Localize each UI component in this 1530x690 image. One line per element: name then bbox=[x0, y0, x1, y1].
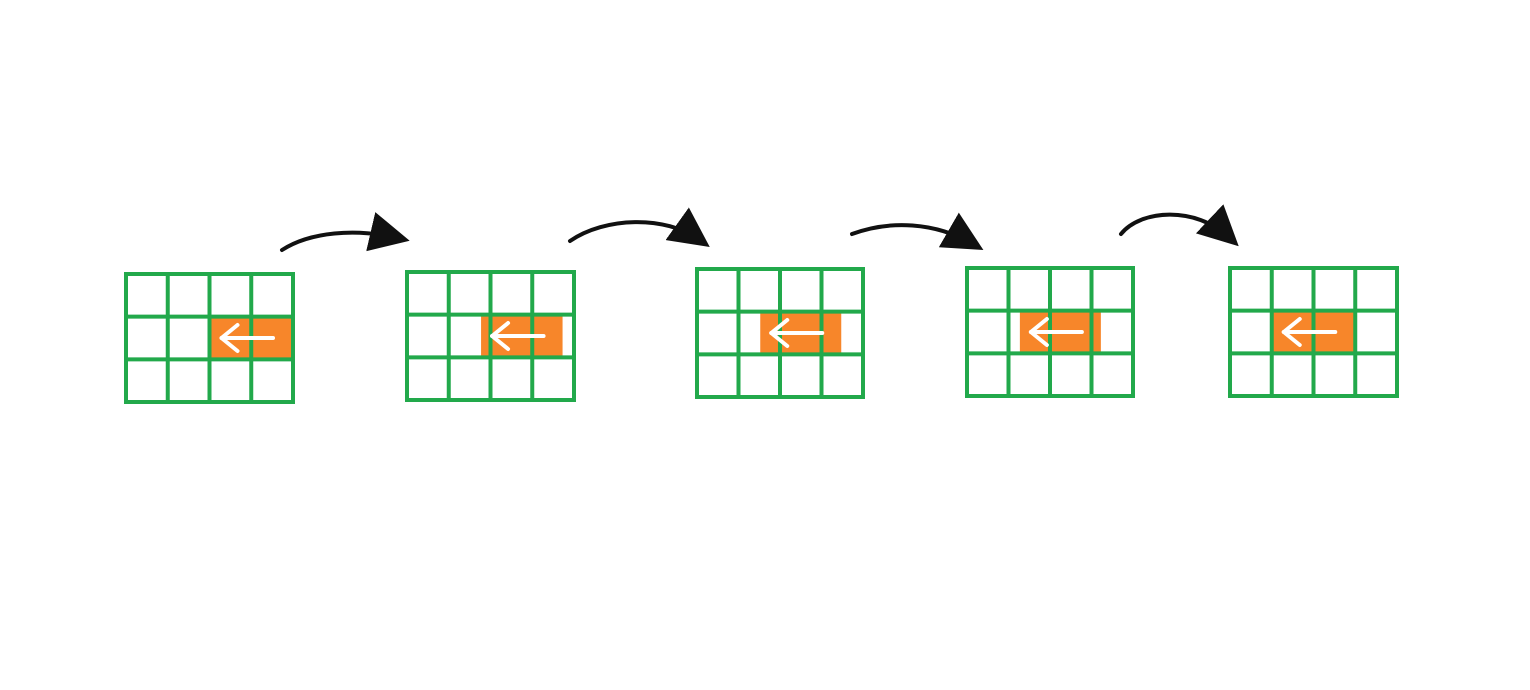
curved-arrow-icon bbox=[1119, 204, 1239, 247]
frame-5 bbox=[1228, 266, 1399, 398]
curved-arrow-icon bbox=[280, 212, 410, 252]
left-arrow-icon bbox=[1281, 317, 1338, 347]
grid bbox=[124, 272, 295, 404]
left-arrow-icon bbox=[219, 323, 275, 353]
transition-arrows bbox=[280, 204, 1239, 252]
left-arrow-icon bbox=[769, 318, 825, 348]
curved-arrow-icon bbox=[850, 212, 984, 251]
grid bbox=[1228, 266, 1399, 398]
frame-4 bbox=[965, 266, 1135, 398]
left-arrow-icon bbox=[490, 321, 546, 351]
frame-1 bbox=[124, 272, 295, 404]
frames bbox=[124, 266, 1399, 404]
curved-arrow-icon bbox=[568, 207, 710, 247]
left-arrow-icon bbox=[1028, 317, 1084, 347]
grid bbox=[695, 267, 865, 399]
frame-3 bbox=[695, 267, 865, 399]
frame-2 bbox=[405, 270, 576, 402]
